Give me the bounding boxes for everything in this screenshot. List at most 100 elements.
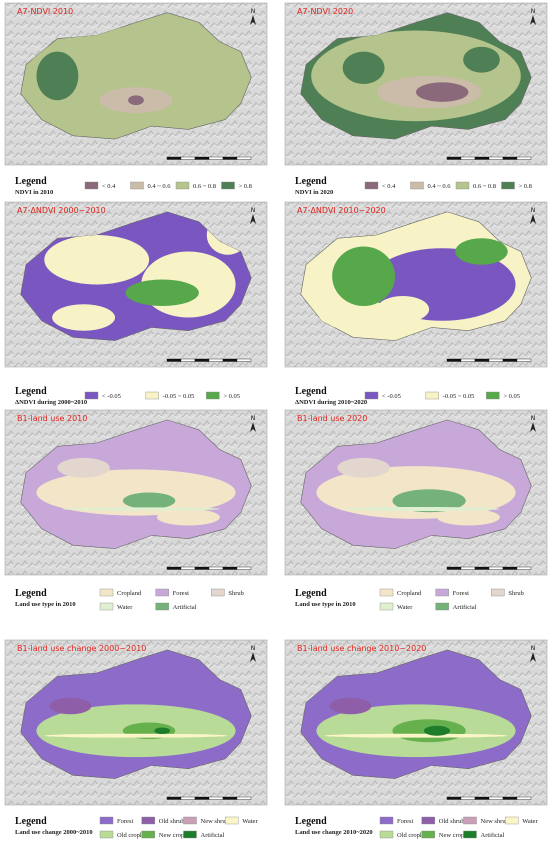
map-patch	[49, 697, 92, 715]
legend-swatch	[141, 816, 155, 825]
map-patch	[25, 27, 247, 125]
north-arrow	[250, 15, 256, 25]
map-patch	[329, 697, 372, 715]
map-patch	[154, 727, 171, 735]
map-patch	[342, 507, 500, 511]
legend-swatch	[364, 181, 379, 190]
legend-subtitle: ΔNDVI during 2000~2010	[15, 399, 87, 406]
north-arrow	[530, 15, 536, 25]
legend-swatch	[99, 588, 114, 597]
legend-subtitle: ΔNDVI during 2010~2020	[295, 399, 367, 406]
legend-title: Legend	[295, 386, 327, 397]
map-patch	[128, 95, 144, 106]
scale-bar	[222, 566, 238, 570]
legend-subtitle: NDVI in 2010	[15, 189, 53, 196]
legend-label: Old cropland	[117, 832, 152, 839]
map-panel: A7-ΔNDVI 2000~2010 N Legend ΔNDVI during 20…	[4, 201, 268, 406]
scale-bar	[460, 796, 476, 800]
scale-bar	[222, 796, 238, 800]
legend-label: 0.6 ~ 0.8	[193, 183, 216, 190]
legend-label: < -0.05	[102, 393, 121, 400]
north-label: N	[251, 415, 256, 422]
scale-bar	[502, 566, 518, 570]
scale-bar	[236, 566, 252, 570]
scale-bar	[180, 156, 196, 160]
legend-swatch	[155, 602, 169, 611]
scale-bar	[222, 156, 238, 160]
scale-bar	[236, 358, 252, 362]
map-panel: B1-land use change 2000~2010 N Legend Land …	[4, 639, 268, 839]
scale-bar	[194, 156, 210, 160]
legend-swatch	[379, 816, 394, 825]
scale-bar	[194, 566, 210, 570]
scale-bar	[166, 796, 182, 800]
map-patch	[342, 51, 385, 84]
legend-label: Artificial	[453, 604, 477, 611]
scale-bar	[516, 566, 532, 570]
legend-subtitle: Land use change 2000~2010	[15, 829, 93, 836]
scale-bar	[446, 796, 462, 800]
scale-bar	[474, 796, 490, 800]
legend-label: Water	[522, 818, 538, 825]
scale-bar	[474, 358, 490, 362]
map-panel: B1-land use change 2010~2020 N Legend Land …	[284, 639, 548, 839]
legend-label: 0.4 ~ 0.6	[428, 183, 452, 190]
legend-swatch	[435, 588, 449, 597]
legend-label: 0.6 ~ 0.8	[473, 183, 496, 190]
scale-bar	[474, 156, 490, 160]
legend-subtitle: Land use change 2010~2020	[295, 829, 373, 836]
legend-label: New cropland	[159, 832, 196, 839]
map-patch	[62, 507, 220, 511]
map-patch	[332, 246, 396, 306]
legend-label: Forest	[173, 590, 189, 597]
scale-bar	[166, 156, 182, 160]
legend-label: Shrub	[508, 590, 524, 597]
legend-swatch	[379, 830, 394, 839]
legend-subtitle: Land use type in 2010	[295, 601, 356, 608]
north-arrow	[530, 214, 536, 224]
legend-swatch	[425, 391, 439, 400]
map-patches	[36, 457, 236, 526]
map-patches	[319, 238, 516, 328]
legend-swatch	[84, 181, 99, 190]
legend-label: > 0.8	[519, 183, 532, 190]
legend-swatch	[463, 830, 477, 839]
scale-bar	[446, 358, 462, 362]
legend-swatch	[183, 830, 197, 839]
legend-label: New cropland	[439, 832, 476, 839]
map-patch	[36, 469, 236, 516]
legend-swatch	[463, 816, 477, 825]
legend-label: Old cropland	[397, 832, 432, 839]
scale-bar	[208, 796, 224, 800]
map-panel: B1-land use 2020 N Legend Land use type in …	[284, 409, 548, 611]
legend-swatch	[379, 602, 394, 611]
scale-bar	[446, 566, 462, 570]
legend-label: 0.4 ~ 0.6	[148, 183, 172, 190]
scale-bar	[460, 156, 476, 160]
legend-label: Old shrub	[159, 818, 185, 825]
map-title: A7-ΔNDVI 2000~2010	[17, 206, 106, 215]
map-title: A7-ΔNDVI 2010~2020	[297, 206, 386, 215]
north-label: N	[251, 207, 256, 214]
legend-label: Artificial	[173, 604, 197, 611]
scale-bar	[460, 566, 476, 570]
legend-swatch	[501, 181, 515, 190]
north-arrow	[250, 422, 256, 432]
map-patch	[455, 238, 508, 265]
scale-bar	[516, 156, 532, 160]
legend-swatch	[225, 816, 239, 825]
north-arrow	[530, 652, 536, 662]
map-title: A7-NDVI 2010	[17, 7, 73, 16]
legend-label: < 0.4	[102, 183, 116, 190]
scale-bar	[166, 566, 182, 570]
legend-label: Cropland	[117, 590, 142, 597]
map-patches	[25, 27, 247, 125]
map-patch	[36, 51, 79, 101]
legend-swatch	[421, 830, 435, 839]
map-patch	[44, 733, 228, 738]
legend-swatch	[364, 391, 379, 400]
scale-bar	[446, 156, 462, 160]
scale-bar	[502, 156, 518, 160]
legend-swatch	[141, 830, 155, 839]
